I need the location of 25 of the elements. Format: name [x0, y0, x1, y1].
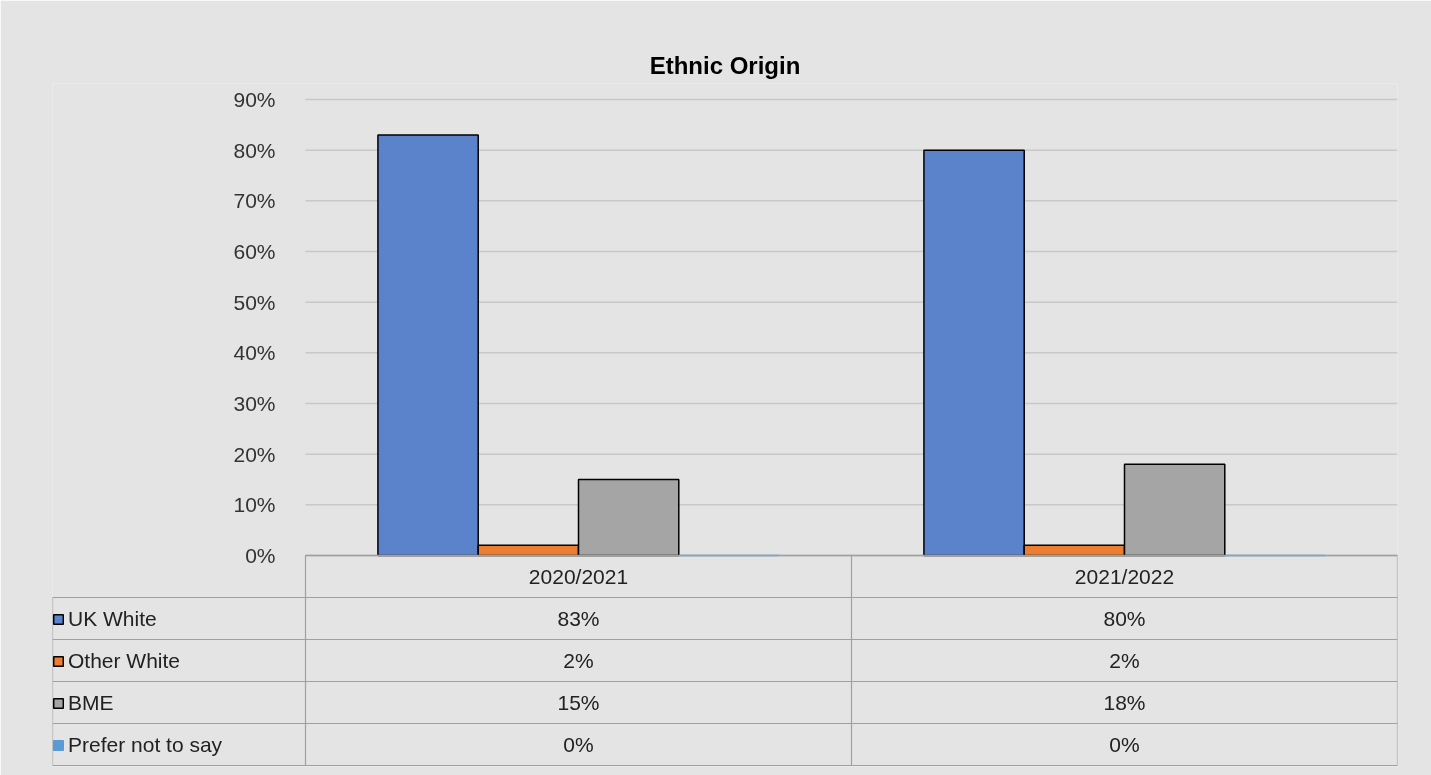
- y-tick-label: 10%: [233, 493, 276, 517]
- data-label: 0%: [563, 733, 594, 756]
- y-tick-label: 80%: [233, 138, 276, 162]
- data-label: 15%: [557, 691, 600, 714]
- y-tick-label: 90%: [233, 88, 276, 111]
- data-label: 2%: [1109, 649, 1140, 672]
- y-tick-label: 0%: [245, 544, 276, 567]
- y-tick-label: 50%: [233, 290, 276, 314]
- data-label: 83%: [557, 607, 600, 630]
- y-tick-label: 60%: [233, 240, 276, 263]
- legend-label: Prefer not to say: [68, 732, 223, 758]
- legend-label: Other White: [68, 648, 181, 674]
- legend-label: UK White: [68, 606, 157, 632]
- data-label: 0%: [1109, 733, 1140, 756]
- y-tick-label: 30%: [233, 392, 276, 415]
- legend-label: BME: [68, 690, 114, 716]
- x-tick-label: 2021/2022: [1074, 565, 1175, 588]
- data-label: 18%: [1103, 691, 1146, 714]
- data-label: 2%: [563, 649, 594, 672]
- x-tick-label: 2020/2021: [528, 565, 629, 588]
- y-tick-label: 40%: [233, 341, 276, 365]
- chart-title: Ethnic Origin: [649, 51, 801, 79]
- y-tick-label: 70%: [233, 189, 276, 213]
- data-label: 80%: [1103, 607, 1146, 630]
- y-tick-label: 20%: [233, 442, 276, 466]
